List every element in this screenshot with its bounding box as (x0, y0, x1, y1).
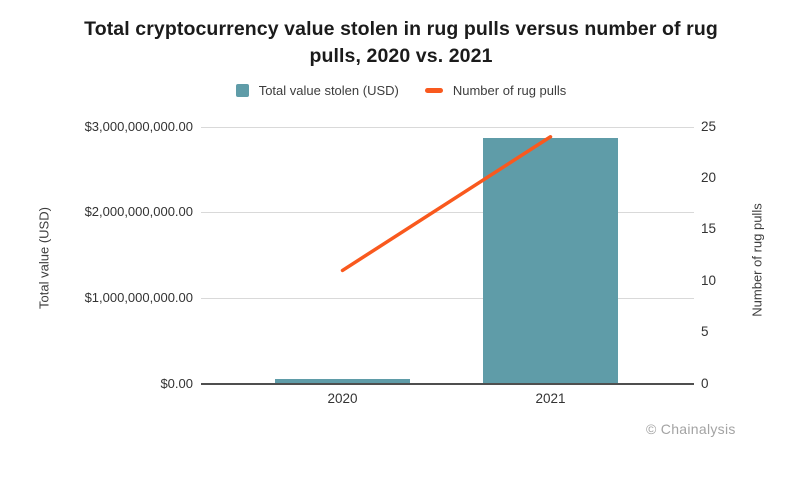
left-axis-title: Total value (USD) (36, 207, 52, 309)
gridline (201, 297, 694, 299)
legend: Total value stolen (USD) Number of rug p… (0, 83, 802, 98)
chart-title-line2: pulls, 2020 vs. 2021 (309, 45, 493, 67)
left-axis-tick-label: $1,000,000,000.00 (84, 289, 193, 305)
left-axis-tick-label: $2,000,000,000.00 (84, 204, 193, 220)
chart-title: Total cryptocurrency value stolen in rug… (0, 16, 802, 70)
bar-2021 (483, 137, 618, 384)
x-axis-label-2021: 2021 (535, 391, 566, 406)
attribution-chainalysis: © Chainalysis (646, 421, 736, 437)
right-axis-tick-label: 15 (701, 221, 717, 237)
gridline (201, 126, 694, 128)
x-axis-line (201, 383, 694, 385)
chart-title-line1: Total cryptocurrency value stolen in rug… (84, 18, 718, 40)
gridline (201, 212, 694, 214)
right-axis-tick-label: 20 (701, 169, 717, 185)
x-axis-label-2020: 2020 (327, 391, 358, 406)
legend-label-rug-pulls: Number of rug pulls (452, 83, 567, 98)
right-axis-tick-label: 0 (701, 375, 709, 391)
left-axis-tick-label: $0.00 (160, 375, 193, 391)
right-axis-tick-label: 5 (701, 324, 709, 340)
legend-item-total-value: Total value stolen (USD) (235, 83, 399, 98)
right-axis-tick-label: 25 (701, 118, 717, 134)
legend-item-rug-pulls: Number of rug pulls (424, 83, 567, 98)
bar-2020 (275, 379, 410, 384)
legend-label-total-value: Total value stolen (USD) (258, 83, 399, 98)
right-axis-title: Number of rug pulls (749, 203, 765, 317)
right-axis-tick-label: 10 (701, 272, 717, 288)
bar-swatch-icon (235, 84, 249, 97)
left-axis-tick-label: $3,000,000,000.00 (84, 118, 193, 134)
line-swatch-icon (424, 88, 443, 93)
